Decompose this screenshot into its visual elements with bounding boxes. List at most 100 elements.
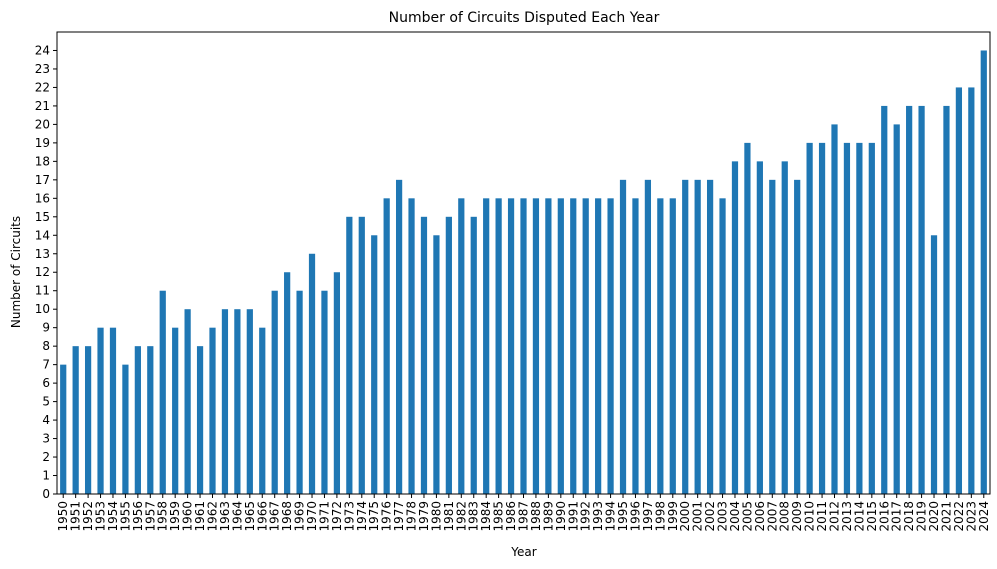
y-axis-label: Number of Circuits: [9, 216, 23, 328]
y-tick-label-11: 11: [35, 284, 50, 298]
bar-2016: [881, 105, 888, 495]
x-tick-label-1970: 1970: [305, 501, 319, 532]
y-tick-label-18: 18: [35, 154, 50, 168]
x-tick-label-1994: 1994: [604, 501, 618, 532]
bar-1993: [595, 198, 602, 494]
bar-1960: [184, 309, 191, 494]
bar-1996: [632, 198, 639, 494]
y-tick-label-20: 20: [35, 117, 50, 131]
bar-1972: [333, 272, 341, 494]
y-tick-label-0: 0: [42, 487, 50, 501]
y-tick-label-21: 21: [35, 99, 50, 113]
bar-1979: [420, 216, 428, 495]
x-tick-label-1979: 1979: [417, 501, 431, 532]
bar-2018: [906, 105, 913, 495]
bar-2009: [794, 179, 801, 494]
y-tick-label-14: 14: [35, 228, 50, 242]
x-tick-label-1962: 1962: [206, 501, 220, 532]
bar-2020: [930, 235, 938, 494]
bar-2012: [831, 124, 838, 495]
x-tick-label-2010: 2010: [803, 501, 817, 532]
x-tick-label-2000: 2000: [678, 501, 692, 532]
x-tick-label-1978: 1978: [405, 501, 419, 532]
bar-1952: [84, 346, 92, 494]
x-tick-label-1981: 1981: [442, 501, 456, 532]
x-tick-label-1951: 1951: [69, 501, 83, 532]
x-tick-label-1996: 1996: [628, 501, 642, 532]
x-tick-label-1983: 1983: [467, 501, 481, 532]
bar-1978: [408, 198, 415, 494]
y-tick-label-1: 1: [42, 469, 50, 483]
y-tick-label-4: 4: [42, 413, 50, 427]
x-tick-label-2004: 2004: [728, 501, 742, 532]
bar-1956: [134, 346, 141, 494]
x-tick-label-2024: 2024: [977, 501, 991, 532]
y-tick-label-19: 19: [35, 136, 50, 150]
y-tick-label-17: 17: [35, 173, 50, 187]
bar-1970: [308, 253, 316, 494]
bar-1973: [346, 216, 353, 495]
bar-1995: [619, 179, 627, 494]
bar-2011: [818, 142, 826, 494]
bar-1974: [358, 216, 365, 495]
x-tick-label-1966: 1966: [255, 501, 269, 532]
x-tick-label-2003: 2003: [716, 501, 730, 532]
y-tick-label-15: 15: [35, 210, 50, 224]
bar-1985: [495, 198, 502, 494]
x-tick-label-2007: 2007: [765, 501, 779, 532]
bar-1961: [196, 346, 204, 494]
x-tick-label-1993: 1993: [591, 501, 605, 532]
x-tick-label-1973: 1973: [342, 501, 356, 532]
y-tick-label-13: 13: [35, 247, 50, 261]
bar-1989: [545, 198, 552, 494]
x-tick-label-1987: 1987: [517, 501, 531, 532]
y-tick-label-22: 22: [35, 80, 50, 94]
bar-2008: [781, 161, 788, 495]
bar-1969: [296, 290, 303, 494]
x-tick-label-1968: 1968: [280, 501, 294, 532]
x-tick-label-1985: 1985: [492, 501, 506, 532]
x-tick-label-1977: 1977: [392, 501, 406, 532]
bar-2006: [756, 161, 763, 495]
x-tick-label-1989: 1989: [541, 501, 555, 532]
x-tick-label-1952: 1952: [81, 501, 95, 532]
bar-1968: [284, 272, 291, 494]
x-tick-label-2012: 2012: [828, 501, 842, 532]
bar-2001: [694, 179, 701, 494]
bar-1988: [532, 198, 540, 494]
y-tick-label-6: 6: [42, 376, 50, 390]
x-tick-label-1967: 1967: [268, 501, 282, 532]
bar-1980: [433, 235, 440, 494]
bar-1997: [644, 179, 652, 494]
bar-1959: [172, 327, 179, 494]
y-tick-label-3: 3: [42, 432, 50, 446]
y-tick-label-24: 24: [35, 43, 50, 57]
bar-1986: [507, 198, 515, 494]
x-tick-label-1961: 1961: [193, 501, 207, 532]
bar-2007: [769, 179, 776, 494]
bar-1999: [669, 198, 676, 494]
x-tick-label-1972: 1972: [330, 501, 344, 532]
x-tick-label-2015: 2015: [865, 501, 879, 532]
bar-1984: [483, 198, 490, 494]
bar-1983: [470, 216, 477, 495]
bar-2022: [955, 87, 963, 494]
x-tick-label-1998: 1998: [653, 501, 667, 532]
x-tick-label-2001: 2001: [691, 501, 705, 532]
bar-1955: [122, 364, 129, 494]
bar-2015: [868, 142, 875, 494]
x-tick-label-1957: 1957: [143, 501, 157, 532]
bar-2013: [843, 142, 851, 494]
plot-area: 0123456789101112131415161718192021222324…: [35, 31, 991, 532]
bar-1953: [97, 327, 104, 494]
x-tick-label-2014: 2014: [852, 501, 866, 532]
y-tick-label-23: 23: [35, 62, 50, 76]
x-tick-label-2009: 2009: [790, 501, 804, 532]
x-tick-label-1963: 1963: [218, 501, 232, 532]
x-tick-label-1950: 1950: [56, 501, 70, 532]
bar-1987: [520, 198, 527, 494]
x-tick-label-1982: 1982: [454, 501, 468, 532]
x-tick-label-2018: 2018: [902, 501, 916, 532]
x-tick-label-1969: 1969: [293, 501, 307, 532]
